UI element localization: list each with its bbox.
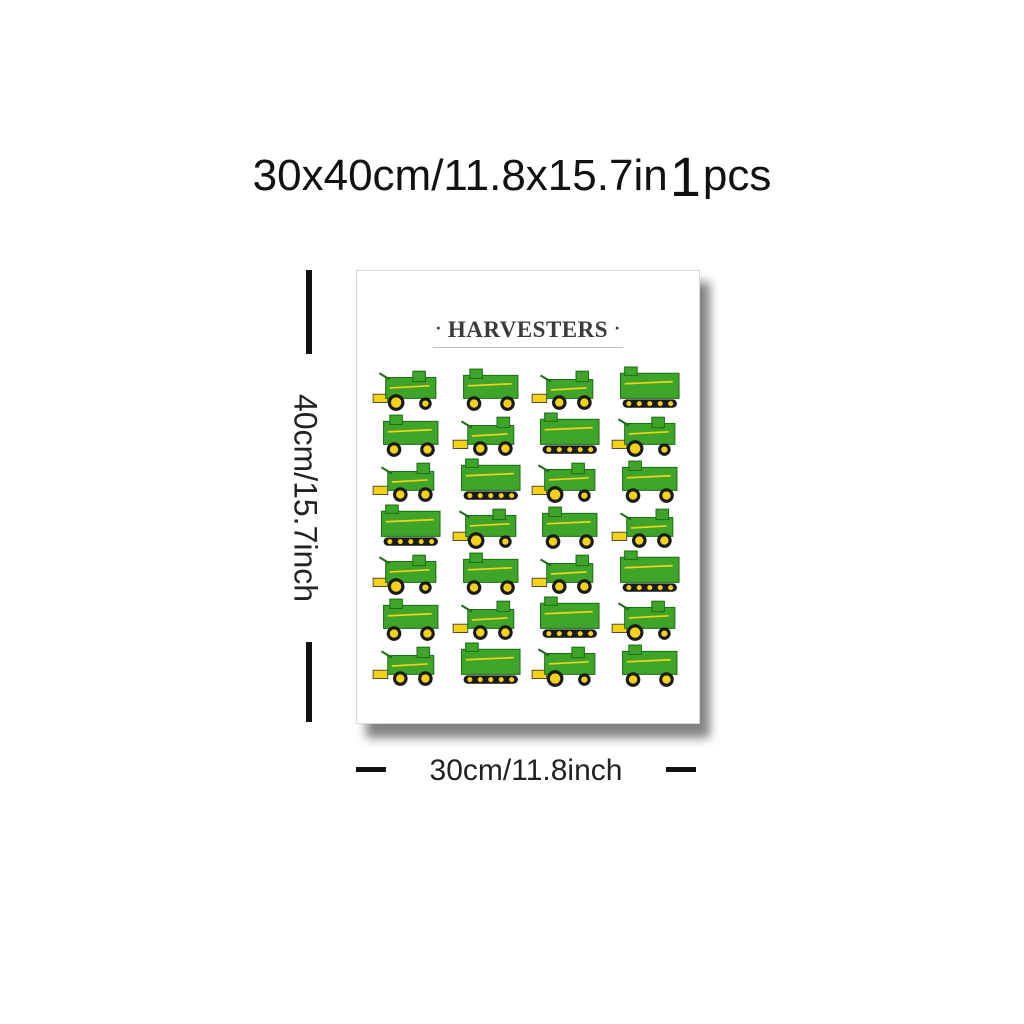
- harvester-illustration: [530, 459, 610, 505]
- harvester-illustration: [610, 413, 690, 459]
- harvester-icon: [383, 414, 439, 457]
- harvester-icon: [372, 462, 435, 502]
- harvester-grid: [371, 366, 690, 689]
- harvester-illustration: [451, 505, 531, 551]
- harvester-illustration: [451, 458, 531, 505]
- harvester-illustration: [610, 643, 690, 689]
- harvester-illustration: [451, 642, 531, 689]
- harvester-icon: [460, 642, 521, 684]
- width-dimension-line-right: [666, 767, 696, 772]
- height-dimension-line-top: [306, 270, 312, 354]
- height-dimension-label: 40cm/15.7inch: [287, 393, 324, 603]
- harvester-icon: [542, 506, 598, 549]
- harvester-icon: [462, 368, 518, 411]
- harvester-icon: [531, 554, 594, 594]
- harvester-icon: [372, 646, 435, 686]
- harvester-icon: [539, 596, 600, 638]
- harvester-illustration: [610, 366, 690, 413]
- harvester-illustration: [371, 413, 451, 459]
- harvester-icon: [531, 370, 594, 410]
- quantity-number: 1: [669, 145, 701, 208]
- poster: · HARVESTERS ·: [356, 270, 700, 724]
- harvester-icon: [383, 598, 439, 641]
- harvester-illustration: [451, 367, 531, 413]
- harvester-illustration: [610, 597, 690, 643]
- harvester-illustration: [530, 505, 610, 551]
- harvester-icon: [380, 504, 441, 546]
- harvester-icon: [531, 646, 596, 687]
- harvester-icon: [611, 600, 675, 641]
- harvester-illustration: [610, 505, 690, 551]
- harvester-illustration: [530, 643, 610, 689]
- harvester-icon: [372, 370, 437, 411]
- size-title-text: 30x40cm/11.8x15.7in: [252, 151, 668, 200]
- harvester-illustration: [530, 551, 610, 597]
- harvester-illustration: [451, 551, 531, 597]
- poster-title-text: HARVESTERS: [447, 317, 609, 342]
- poster-title: · HARVESTERS ·: [357, 317, 699, 343]
- harvester-icon: [372, 554, 437, 595]
- harvester-illustration: [371, 504, 451, 551]
- harvester-icon: [531, 462, 596, 503]
- harvester-icon: [452, 600, 514, 640]
- harvester-icon: [462, 552, 518, 595]
- harvester-illustration: [610, 550, 690, 597]
- harvester-illustration: [451, 597, 531, 643]
- harvester-icon: [619, 550, 680, 592]
- harvester-illustration: [530, 367, 610, 413]
- harvester-icon: [452, 508, 516, 549]
- title-dot-right: ·: [614, 318, 621, 338]
- harvester-icon: [460, 458, 521, 500]
- harvester-icon: [619, 366, 680, 408]
- harvester-icon: [621, 644, 677, 687]
- quantity-unit: pcs: [702, 151, 772, 200]
- harvester-illustration: [371, 643, 451, 689]
- width-dimension-label: 30cm/11.8inch: [429, 754, 623, 787]
- harvester-illustration: [451, 413, 531, 459]
- harvester-icon: [611, 416, 675, 457]
- width-dimension-line-left: [356, 767, 386, 772]
- harvester-illustration: [371, 459, 451, 505]
- title-dot-left: ·: [435, 318, 442, 338]
- size-title: 30x40cm/11.8x15.7in1pcs: [0, 138, 1024, 208]
- harvester-illustration: [610, 459, 690, 505]
- poster-title-underline: [433, 347, 623, 348]
- harvester-illustration: [371, 597, 451, 643]
- harvester-illustration: [371, 551, 451, 597]
- harvester-icon: [621, 460, 677, 503]
- harvester-icon: [452, 416, 514, 456]
- harvester-icon: [611, 508, 673, 548]
- harvester-illustration: [371, 367, 451, 413]
- harvester-icon: [539, 412, 600, 454]
- harvester-illustration: [530, 596, 610, 643]
- harvester-illustration: [530, 412, 610, 459]
- height-dimension-line-bottom: [306, 642, 312, 722]
